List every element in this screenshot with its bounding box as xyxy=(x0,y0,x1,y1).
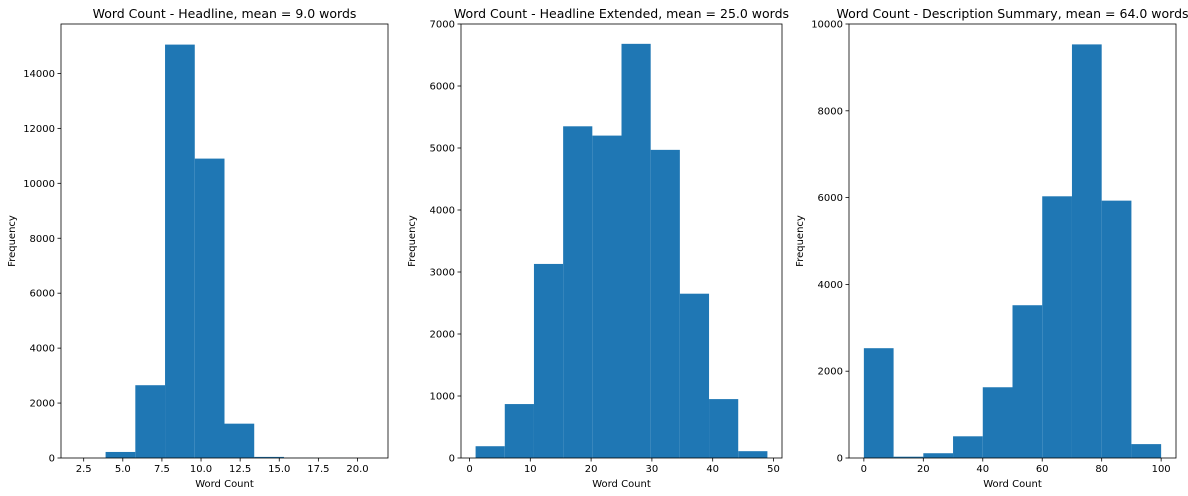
histogram-bar xyxy=(650,149,680,459)
x-tick-label: 2.5 xyxy=(76,464,92,475)
chart-panel-1: 2.5 5.0 7.5 10.0 12.5 15.0 17.5 20.0 0 2000 4000 60… xyxy=(7,6,389,490)
y-axis-label: Frequency xyxy=(7,215,18,267)
y-tick-label: 7000 xyxy=(430,20,455,31)
y-tick-label: 2000 xyxy=(30,399,55,410)
plot-frame xyxy=(848,23,1177,459)
histogram-bar xyxy=(592,135,622,458)
chart-panel-2: 0 10 20 30 40 50 0 1000 2000 3000 4000 5000 6000 7000… xyxy=(407,6,789,490)
histogram-bar xyxy=(953,436,983,458)
histogram-bar xyxy=(1131,444,1162,458)
histogram-bar xyxy=(194,158,225,458)
x-tick-label: 30 xyxy=(646,464,659,475)
histogram-bar xyxy=(621,43,651,459)
y-tick-label: 6000 xyxy=(30,289,55,300)
x-tick-label: 15.0 xyxy=(268,464,290,475)
y-tick-label: 12000 xyxy=(23,124,55,135)
histogram-bar xyxy=(105,451,136,458)
y-tick-label: 2000 xyxy=(818,367,843,378)
y-tick-label: 6000 xyxy=(430,82,455,93)
y-tick-label: 0 xyxy=(837,454,843,465)
y-tick-label: 6000 xyxy=(818,193,843,204)
histogram-bar xyxy=(863,348,894,458)
x-tick-label: 40 xyxy=(976,464,989,475)
x-axis-label: Word Count xyxy=(195,479,254,490)
x-tick-label: 40 xyxy=(706,464,719,475)
y-tick-label: 10000 xyxy=(811,20,843,31)
x-tick-label: 7.5 xyxy=(154,464,170,475)
histogram-bar xyxy=(709,399,739,458)
x-tick-label: 80 xyxy=(1095,464,1108,475)
histogram-bar xyxy=(982,387,1013,458)
x-tick-label: 20 xyxy=(917,464,930,475)
y-tick-label: 0 xyxy=(449,454,455,465)
x-tick-label: 5.0 xyxy=(115,464,131,475)
histogram-bar xyxy=(254,456,284,458)
histogram-bar xyxy=(1101,200,1132,458)
x-tick-label: 20 xyxy=(585,464,598,475)
histogram-bar xyxy=(165,44,195,459)
histogram-bar xyxy=(135,385,166,458)
x-axis-label: Word Count xyxy=(592,479,651,490)
histogram-bar xyxy=(1012,305,1043,458)
x-tick-label: 12.5 xyxy=(229,464,251,475)
histogram-bar xyxy=(679,293,710,458)
y-tick-label: 1000 xyxy=(430,392,455,403)
histogram-bar xyxy=(224,423,255,458)
x-tick-label: 0 xyxy=(861,464,867,475)
x-axis-label: Word Count xyxy=(983,479,1042,490)
histogram-bar xyxy=(893,456,924,458)
y-tick-label: 8000 xyxy=(30,234,55,245)
x-tick-label: 60 xyxy=(1036,464,1049,475)
histogram-bar xyxy=(504,404,534,458)
histogram-bar xyxy=(563,126,593,459)
x-tick-label: 10.0 xyxy=(190,464,212,475)
chart-title: Word Count - Description Summary, mean =… xyxy=(836,6,1188,21)
y-axis-label: Frequency xyxy=(795,215,806,267)
histogram-bar xyxy=(533,263,564,458)
y-tick-label: 4000 xyxy=(30,344,55,355)
x-tick-label: 17.5 xyxy=(307,464,329,475)
y-tick-label: 10000 xyxy=(23,179,55,190)
y-tick-label: 8000 xyxy=(818,106,843,117)
y-tick-label: 0 xyxy=(49,454,55,465)
chart-title: Word Count - Headline, mean = 9.0 words xyxy=(93,6,357,21)
y-tick-label: 14000 xyxy=(23,69,55,80)
x-tick-label: 0 xyxy=(466,464,472,475)
y-tick-label: 5000 xyxy=(430,144,455,155)
histogram-bar xyxy=(475,446,505,458)
histogram-bar xyxy=(738,451,768,458)
histogram-bar xyxy=(1071,44,1102,458)
y-tick-label: 2000 xyxy=(430,330,455,341)
x-tick-label: 100 xyxy=(1152,464,1171,475)
x-tick-label: 20.0 xyxy=(346,464,368,475)
x-tick-label: 50 xyxy=(767,464,780,475)
plot-frame xyxy=(460,23,783,459)
y-axis-label: Frequency xyxy=(407,215,418,267)
y-tick-label: 3000 xyxy=(430,268,455,279)
y-tick-label: 4000 xyxy=(430,206,455,217)
x-tick-label: 10 xyxy=(524,464,537,475)
plot-frame xyxy=(60,23,389,459)
histogram-bar xyxy=(1042,196,1072,458)
histogram-bar xyxy=(923,453,954,458)
y-tick-label: 4000 xyxy=(818,280,843,291)
chart-title: Word Count - Headline Extended, mean = 2… xyxy=(454,6,789,21)
